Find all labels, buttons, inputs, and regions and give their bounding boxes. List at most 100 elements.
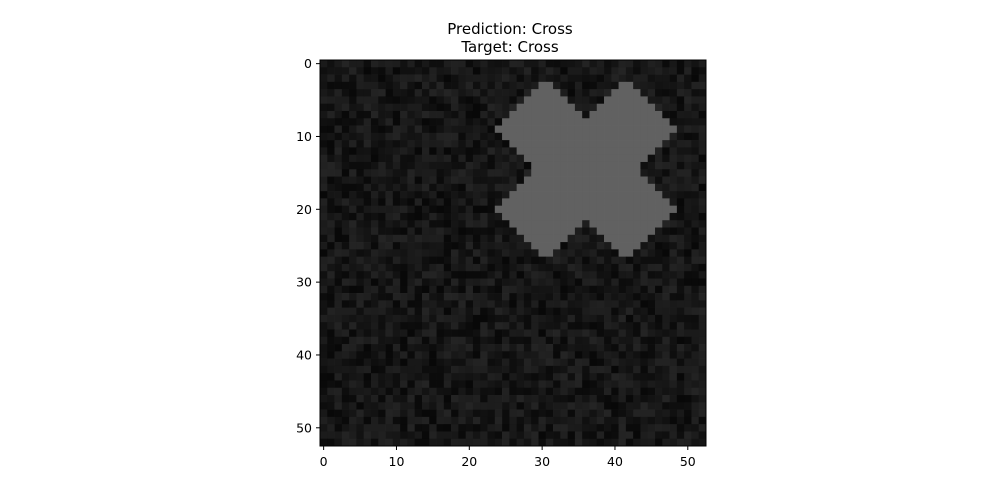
heatmap-cell — [320, 336, 328, 345]
heatmap-cell — [698, 242, 707, 250]
heatmap-cell — [451, 336, 459, 345]
heatmap-cell — [407, 132, 416, 141]
heatmap-cell — [494, 416, 503, 425]
heatmap-cell — [480, 351, 488, 359]
heatmap-cell — [451, 89, 459, 97]
heatmap-cell — [589, 314, 598, 323]
heatmap-cell — [596, 220, 605, 228]
heatmap-cell — [480, 263, 488, 272]
heatmap-cell — [684, 380, 692, 389]
heatmap-cell — [392, 60, 401, 68]
heatmap-cell — [414, 242, 423, 250]
heatmap-cell — [502, 103, 510, 112]
heatmap-cell — [669, 60, 678, 68]
heatmap-cell — [465, 307, 474, 316]
heatmap-cell — [334, 249, 343, 257]
heatmap-cell — [625, 242, 634, 250]
heatmap-cell — [349, 307, 357, 316]
heatmap-cell — [400, 60, 408, 68]
heatmap-cell — [684, 125, 692, 134]
heatmap-cell — [553, 103, 561, 112]
heatmap-cell — [582, 322, 590, 330]
heatmap-cell — [472, 278, 481, 287]
heatmap-cell — [538, 373, 547, 381]
heatmap-cell — [509, 132, 517, 141]
heatmap-cell — [582, 118, 590, 126]
heatmap-cell — [698, 169, 707, 177]
heatmap-cell — [327, 365, 335, 374]
heatmap-cell — [553, 89, 561, 97]
heatmap-cell — [516, 409, 525, 418]
heatmap-cell — [589, 227, 598, 236]
heatmap-cell — [553, 227, 561, 236]
heatmap-cell — [436, 358, 445, 367]
heatmap-cell — [334, 74, 343, 83]
heatmap-cell — [698, 183, 707, 192]
heatmap-cell — [625, 380, 634, 389]
heatmap-cell — [356, 81, 365, 90]
heatmap-cell — [523, 380, 532, 389]
heatmap-cell — [487, 212, 496, 221]
heatmap-cell — [451, 344, 459, 352]
heatmap-cell — [662, 431, 670, 440]
heatmap-cell — [582, 380, 590, 389]
heatmap-cell — [647, 351, 656, 359]
heatmap-cell — [502, 307, 510, 316]
heatmap-cell — [414, 205, 423, 214]
heatmap-cell — [320, 278, 328, 287]
heatmap-cell — [494, 191, 503, 199]
heatmap-cell — [538, 380, 547, 389]
heatmap-cell — [691, 89, 700, 97]
heatmap-cell — [356, 431, 365, 440]
heatmap-cell — [538, 183, 547, 192]
heatmap-cell — [327, 409, 335, 418]
heatmap-cell — [400, 176, 408, 185]
heatmap-cell — [400, 67, 408, 75]
heatmap-cell — [516, 336, 525, 345]
heatmap-cell — [429, 402, 437, 410]
heatmap-cell — [509, 409, 517, 418]
heatmap-cell — [472, 227, 481, 236]
heatmap-cell — [647, 89, 656, 97]
heatmap-cell — [618, 60, 627, 68]
heatmap-cell — [669, 358, 678, 367]
heatmap-cell — [625, 387, 634, 396]
heatmap-cell — [378, 365, 386, 374]
heatmap-cell — [523, 263, 532, 272]
heatmap-cell — [341, 103, 350, 112]
heatmap-cell — [516, 147, 525, 156]
heatmap-cell — [502, 395, 510, 403]
heatmap-cell — [421, 293, 430, 301]
heatmap-cell — [421, 198, 430, 207]
heatmap-cell — [516, 373, 525, 381]
heatmap-cell — [487, 402, 496, 410]
heatmap-cell — [574, 322, 583, 330]
heatmap-cell — [523, 183, 532, 192]
heatmap-cell — [625, 198, 634, 207]
heatmap-cell — [458, 271, 467, 279]
heatmap-cell — [691, 431, 700, 440]
heatmap-cell — [516, 351, 525, 359]
heatmap-cell — [596, 307, 605, 316]
heatmap-cell — [545, 67, 554, 75]
heatmap-cell — [349, 154, 357, 163]
heatmap-cell — [640, 60, 649, 68]
heatmap-cell — [502, 161, 510, 170]
heatmap-cell — [560, 96, 568, 105]
heatmap-cell — [385, 60, 394, 68]
heatmap-cell — [604, 103, 612, 112]
heatmap-cell — [523, 74, 532, 83]
heatmap-cell — [545, 125, 554, 134]
heatmap-cell — [684, 74, 692, 83]
heatmap-cell — [400, 212, 408, 221]
heatmap-cell — [392, 212, 401, 221]
heatmap-cell — [523, 110, 532, 119]
heatmap-cell — [436, 96, 445, 105]
heatmap-cell — [545, 409, 554, 418]
heatmap-cell — [516, 169, 525, 177]
heatmap-cell — [400, 373, 408, 381]
heatmap-cell — [334, 234, 343, 243]
heatmap-cell — [604, 395, 612, 403]
heatmap-cell — [596, 242, 605, 250]
